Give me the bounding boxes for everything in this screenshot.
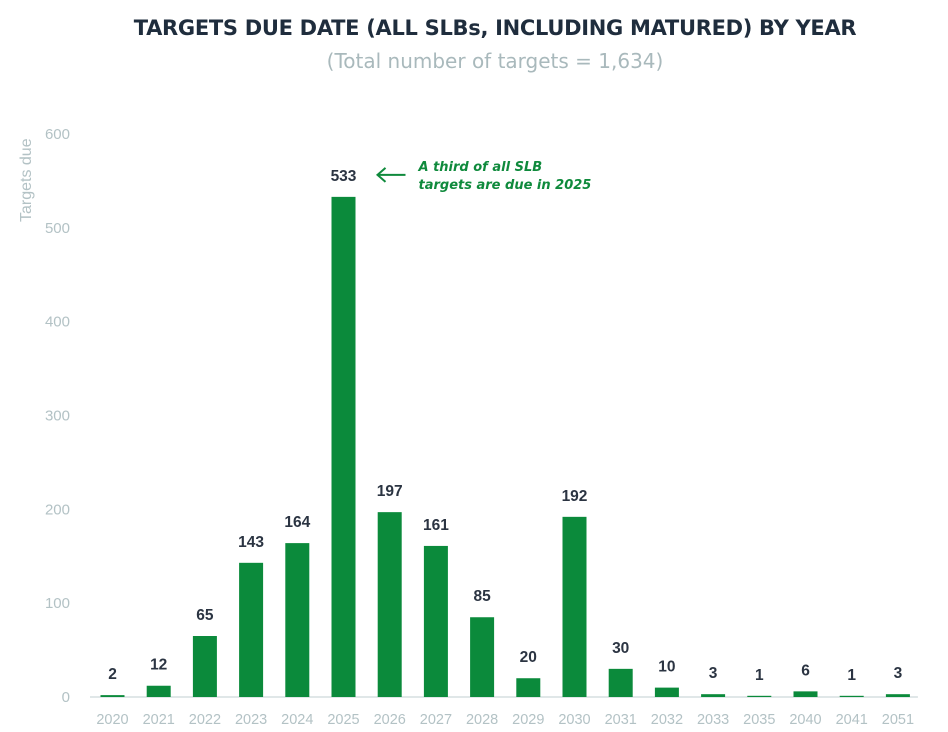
x-tick-label-2041: 2041 — [836, 712, 868, 728]
annotation-text-line: A third of all SLB — [418, 160, 543, 175]
bar-2024 — [285, 543, 310, 697]
y-tick-label: 400 — [45, 314, 70, 331]
data-label-2032: 10 — [658, 659, 675, 676]
x-tick-label-2030: 2030 — [558, 712, 590, 728]
data-label-2028: 85 — [473, 588, 491, 605]
data-label-2040: 6 — [801, 662, 810, 679]
x-tick-label-2023: 2023 — [235, 712, 267, 728]
data-label-2041: 1 — [847, 667, 856, 684]
bar-2020 — [100, 695, 125, 697]
x-tick-label-2033: 2033 — [697, 712, 729, 728]
x-tick-label-2028: 2028 — [466, 712, 498, 728]
y-tick-label: 500 — [45, 220, 70, 237]
data-label-2024: 164 — [284, 514, 310, 531]
bar-2021 — [146, 685, 171, 697]
annotation: A third of all SLB targets are due in 202… — [375, 160, 592, 193]
bar-2033 — [701, 694, 726, 697]
data-label-2029: 20 — [520, 649, 537, 666]
data-label-2026: 197 — [377, 483, 403, 500]
data-label-2025: 533 — [331, 168, 357, 185]
bar-2040 — [793, 691, 818, 697]
bar-2028 — [470, 617, 495, 697]
data-label-2021: 12 — [150, 657, 167, 674]
data-label-2020: 2 — [108, 666, 117, 683]
x-tick-label-2040: 2040 — [789, 712, 821, 728]
data-label-2030: 192 — [562, 488, 588, 505]
x-tick-label-2026: 2026 — [374, 712, 406, 728]
data-label-2027: 161 — [423, 517, 449, 534]
x-tick-label-2027: 2027 — [420, 712, 452, 728]
x-tick-label-2025: 2025 — [327, 712, 359, 728]
y-axis-label: Targets due — [18, 138, 35, 222]
bar-2026 — [377, 512, 402, 697]
y-tick-label: 600 — [45, 126, 70, 143]
y-tick-label: 0 — [62, 689, 70, 706]
data-label-2022: 65 — [196, 607, 214, 624]
x-tick-label-2032: 2032 — [651, 712, 683, 728]
x-tick-label-2035: 2035 — [743, 712, 775, 728]
bars — [100, 196, 910, 697]
chart-subtitle: (Total number of targets = 1,634) — [326, 49, 664, 73]
x-tick-label-2024: 2024 — [281, 712, 313, 728]
x-tick-label-2031: 2031 — [605, 712, 637, 728]
bar-2032 — [654, 687, 679, 697]
x-axis-ticks: 2020 2021 2022 2023 2024 2025 2026 2027 2028 2029… — [96, 712, 914, 728]
bar-2029 — [516, 678, 541, 697]
data-label-2051: 3 — [894, 665, 903, 682]
arrow-head — [375, 167, 387, 183]
data-label-2031: 30 — [612, 640, 629, 657]
y-tick-label: 100 — [45, 595, 70, 612]
data-label-2033: 3 — [709, 665, 718, 682]
x-tick-label-2021: 2021 — [143, 712, 175, 728]
x-tick-label-2051: 2051 — [882, 712, 914, 728]
chart-title: TARGETS DUE DATE (ALL SLBs, INCLUDING MA… — [133, 16, 857, 40]
bar-2035 — [747, 695, 772, 697]
bar-2023 — [239, 562, 264, 697]
x-tick-label-2022: 2022 — [189, 712, 221, 728]
bar-2051 — [885, 694, 910, 697]
bar-2041 — [839, 695, 864, 697]
bar-2031 — [608, 668, 633, 697]
y-axis-ticks: 0 100 200 300 400 500 600 — [45, 126, 70, 706]
bar-2025 — [331, 196, 356, 697]
data-label-2035: 1 — [755, 667, 764, 684]
y-tick-label: 200 — [45, 501, 70, 518]
bar-2030 — [562, 516, 587, 697]
bar-2027 — [423, 545, 448, 697]
x-tick-label-2020: 2020 — [96, 712, 128, 728]
x-tick-label-2029: 2029 — [512, 712, 544, 728]
bar-2022 — [192, 636, 217, 697]
data-label-2023: 143 — [238, 534, 264, 551]
y-tick-label: 300 — [45, 408, 70, 425]
annotation-text-line: targets are due in 2025 — [419, 178, 592, 193]
